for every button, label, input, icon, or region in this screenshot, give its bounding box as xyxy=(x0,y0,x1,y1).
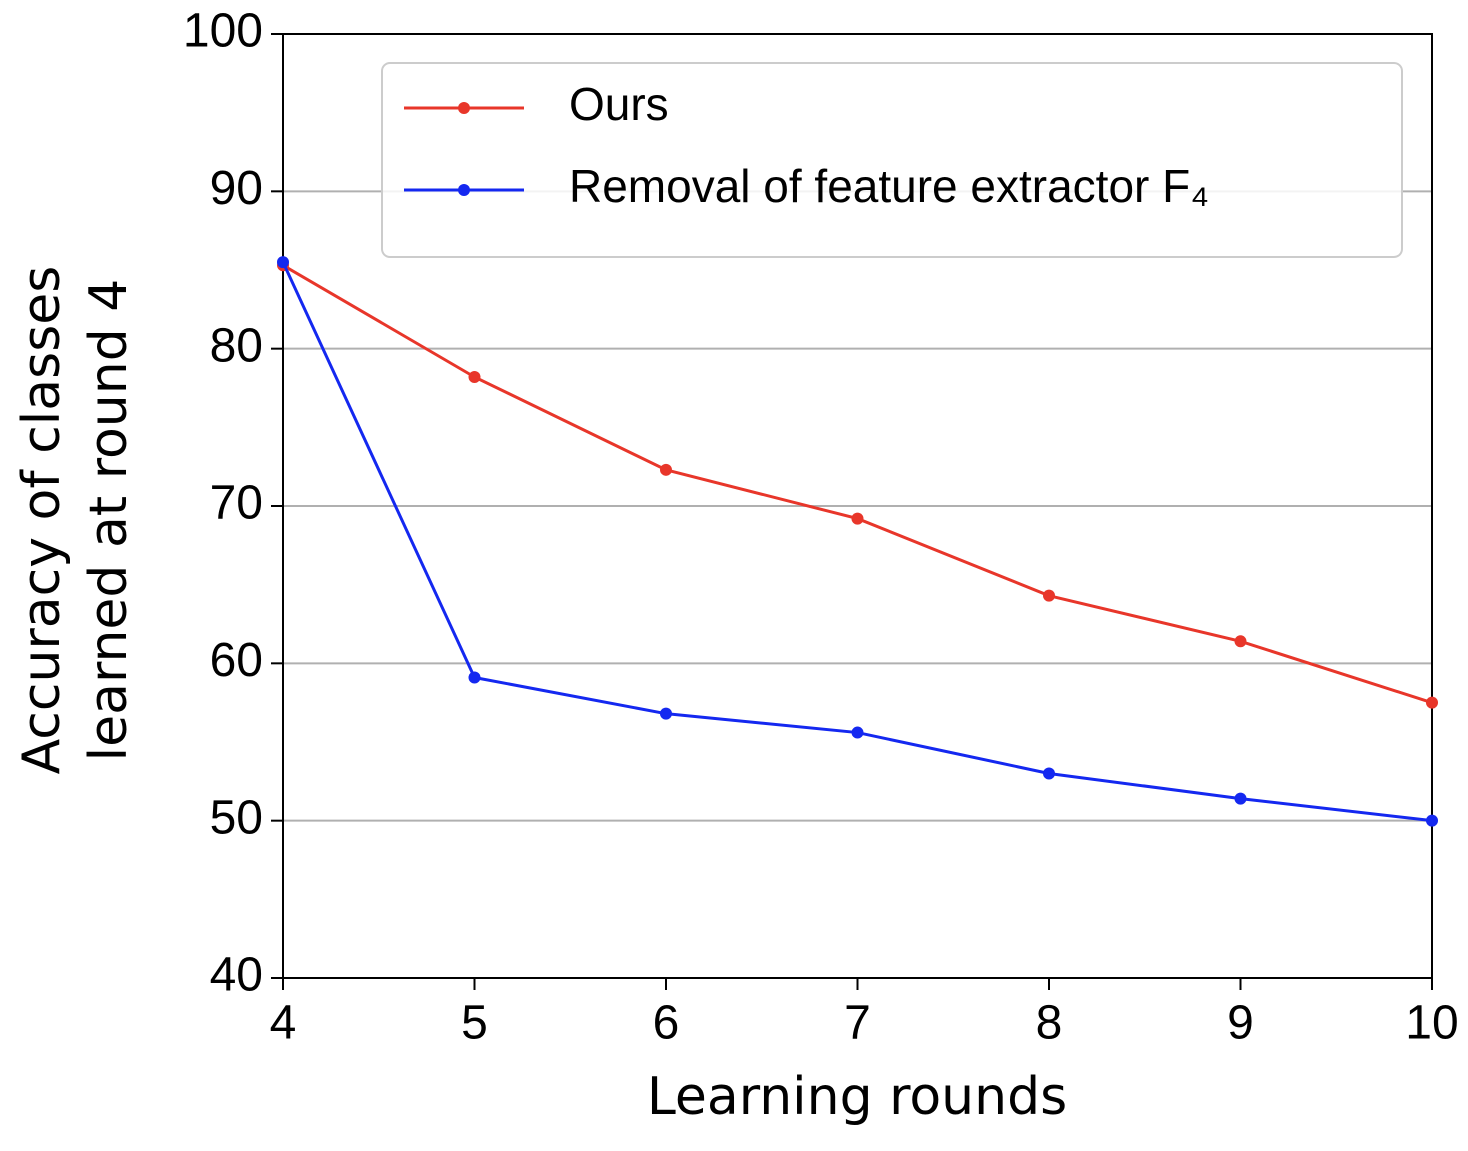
x-tick-label: 4 xyxy=(270,997,297,1050)
data-point xyxy=(851,726,864,739)
data-point xyxy=(468,370,481,383)
x-tick-label: 10 xyxy=(1405,997,1458,1050)
legend-marker xyxy=(458,102,470,114)
y-tick-label: 60 xyxy=(210,634,263,687)
data-point xyxy=(1426,696,1438,709)
y-tick-label: 100 xyxy=(183,5,263,58)
x-tick-label: 8 xyxy=(1036,997,1063,1050)
data-point xyxy=(851,512,864,525)
data-point xyxy=(1043,767,1055,780)
plot-frame xyxy=(282,33,1433,979)
y-tick-label: 50 xyxy=(210,791,263,844)
data-point xyxy=(468,671,481,684)
legend-marker xyxy=(458,184,470,196)
y-tick-label: 90 xyxy=(210,162,263,215)
y-tick-label: 40 xyxy=(210,949,263,1002)
x-tick-label: 9 xyxy=(1227,997,1254,1050)
x-tick-label: 5 xyxy=(461,997,488,1050)
data-point xyxy=(1234,792,1247,805)
x-axis-label: Learning rounds xyxy=(647,1067,1067,1127)
data-point xyxy=(660,463,672,476)
y-axis-label: learned at round 4 xyxy=(79,279,139,762)
y-axis-label: Accuracy of classes xyxy=(12,266,72,775)
data-point xyxy=(1234,635,1247,648)
x-tick-label: 7 xyxy=(844,997,871,1050)
legend-label: Removal of feature extractor F₄ xyxy=(569,160,1209,212)
data-point xyxy=(1043,589,1055,602)
data-point xyxy=(277,256,289,269)
data-point xyxy=(1426,814,1438,827)
y-tick-label: 70 xyxy=(210,477,263,530)
legend-label: Ours xyxy=(569,78,669,130)
legend-box xyxy=(381,62,1403,258)
y-tick-label: 80 xyxy=(210,319,263,372)
x-tick-label: 6 xyxy=(653,997,680,1050)
data-point xyxy=(660,707,672,720)
